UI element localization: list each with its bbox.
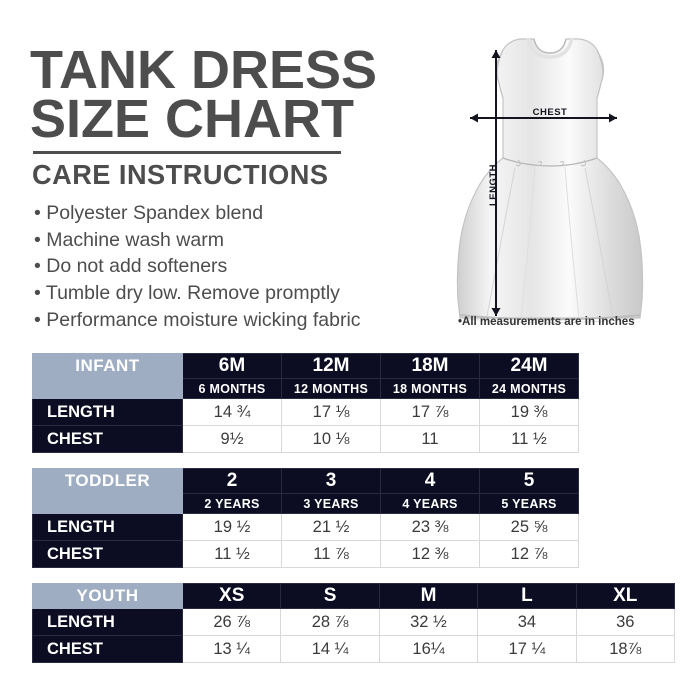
svg-text:CHEST: CHEST — [533, 107, 568, 118]
svg-text:LENGTH: LENGTH — [488, 164, 499, 206]
